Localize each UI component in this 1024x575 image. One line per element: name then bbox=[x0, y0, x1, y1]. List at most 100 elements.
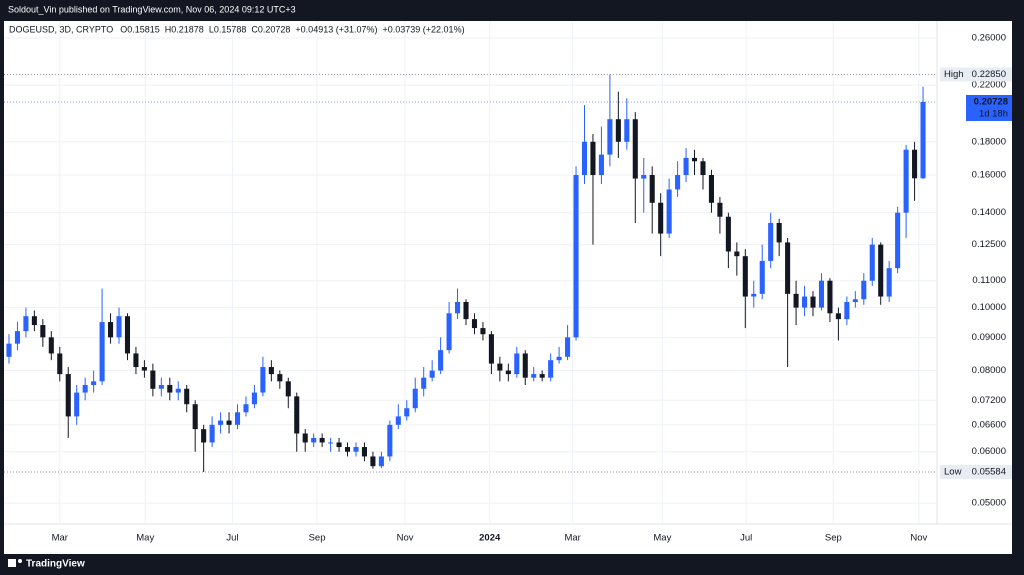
candle-body bbox=[302, 433, 308, 443]
y-tick-label: 0.22000 bbox=[972, 80, 1006, 91]
candle-body bbox=[624, 119, 630, 142]
candle-body bbox=[903, 149, 909, 213]
ohlc-value: 0.15788 bbox=[214, 24, 247, 34]
candle-body bbox=[776, 222, 782, 243]
candle-body bbox=[446, 313, 452, 351]
candle-body bbox=[683, 157, 689, 176]
candle-body bbox=[641, 175, 647, 179]
candle-body bbox=[827, 280, 833, 314]
candle-body bbox=[573, 175, 579, 338]
candle-body bbox=[31, 316, 37, 326]
candle-body bbox=[277, 374, 283, 382]
candle-body bbox=[497, 363, 503, 371]
ohlc-label: C bbox=[251, 24, 258, 34]
candle-body bbox=[852, 299, 858, 303]
candle-body bbox=[429, 370, 435, 378]
candle-body bbox=[234, 412, 241, 425]
candle-body bbox=[556, 356, 562, 361]
candle-body bbox=[691, 157, 698, 162]
candle-body bbox=[158, 385, 164, 389]
chart-area bbox=[4, 21, 1012, 554]
candle-body bbox=[869, 244, 875, 281]
candle-body bbox=[675, 175, 681, 190]
candle-body bbox=[65, 374, 71, 417]
x-tick-label: Jul bbox=[740, 533, 752, 544]
candle-body bbox=[268, 367, 274, 375]
candle-body bbox=[285, 381, 291, 397]
ohlc-label: L bbox=[209, 24, 214, 34]
y-tick-label: 0.18000 bbox=[972, 136, 1006, 147]
candle-body bbox=[615, 119, 621, 142]
ohlc-value: 0.20728 bbox=[258, 24, 291, 34]
candle-body bbox=[412, 388, 418, 409]
candle-body bbox=[505, 370, 511, 375]
candle-body bbox=[878, 244, 884, 297]
x-tick-label: Sep bbox=[309, 533, 326, 544]
candle-body bbox=[886, 268, 892, 297]
candle-body bbox=[818, 280, 825, 308]
candle-body bbox=[920, 101, 926, 179]
candle-body bbox=[6, 343, 12, 357]
candle-body bbox=[768, 222, 774, 261]
candle-body bbox=[607, 119, 613, 155]
last-price-tag bbox=[966, 94, 1012, 121]
candle-body bbox=[895, 212, 901, 269]
y-tick-label: 0.09000 bbox=[972, 332, 1006, 343]
candle-body bbox=[294, 396, 300, 434]
candle-body bbox=[133, 353, 139, 368]
candle-body bbox=[725, 216, 731, 252]
brand: TradingView bbox=[26, 559, 85, 570]
y-tick-label: 0.05000 bbox=[972, 498, 1006, 509]
candle-body bbox=[82, 385, 88, 393]
candle-body bbox=[91, 381, 97, 386]
candle-body bbox=[141, 367, 147, 371]
candle-body bbox=[658, 202, 664, 234]
candle-body bbox=[514, 353, 520, 375]
candle-body bbox=[844, 302, 850, 320]
y-tick-label: 0.16000 bbox=[972, 170, 1006, 181]
candle-body bbox=[861, 280, 867, 300]
high-tag-bg bbox=[940, 67, 1012, 82]
ohlc-value: 0.15815 bbox=[127, 24, 160, 34]
candle-body bbox=[742, 256, 748, 297]
candle-body bbox=[632, 119, 638, 179]
y-tick-label: 0.06000 bbox=[972, 446, 1006, 457]
candle-body bbox=[209, 424, 215, 443]
candle-body bbox=[734, 251, 740, 257]
candle-body bbox=[201, 429, 207, 443]
candle-body bbox=[328, 442, 334, 444]
ohlc-label: H bbox=[165, 24, 172, 34]
candle-body bbox=[74, 392, 80, 417]
candle-body bbox=[488, 334, 494, 364]
y-tick-label: 0.14000 bbox=[972, 207, 1006, 218]
y-tick-label: 0.06600 bbox=[972, 419, 1006, 430]
candle-body bbox=[370, 456, 376, 467]
candle-body bbox=[57, 353, 63, 375]
candle-body bbox=[649, 175, 655, 203]
x-tick-label: Mar bbox=[52, 533, 68, 544]
publisher-line: Soldout_Vin published on TradingView.com… bbox=[8, 4, 296, 14]
change: +0.03739 (+22.01%) bbox=[383, 24, 465, 34]
candle-body bbox=[565, 337, 571, 357]
candle-body bbox=[404, 408, 410, 417]
candle-body bbox=[124, 316, 131, 354]
low-tag-name: Low bbox=[944, 466, 962, 477]
candle-body bbox=[717, 202, 723, 217]
x-tick-label: Sep bbox=[825, 533, 842, 544]
candle-body bbox=[378, 456, 384, 467]
candle-body bbox=[344, 447, 351, 452]
candle-body bbox=[336, 442, 342, 448]
candle-body bbox=[395, 416, 401, 425]
low-tag-price: 0.05584 bbox=[972, 466, 1006, 477]
candle-body bbox=[522, 353, 528, 378]
low-tag-bg bbox=[940, 464, 1012, 479]
candle-body bbox=[150, 370, 156, 389]
candle-body bbox=[471, 319, 478, 329]
candle-body bbox=[463, 302, 469, 320]
candle-body bbox=[802, 296, 808, 308]
candle-body bbox=[751, 293, 757, 297]
candle-body bbox=[251, 392, 257, 405]
y-tick-label: 0.11000 bbox=[972, 275, 1006, 286]
x-tick-label: May bbox=[653, 533, 671, 544]
